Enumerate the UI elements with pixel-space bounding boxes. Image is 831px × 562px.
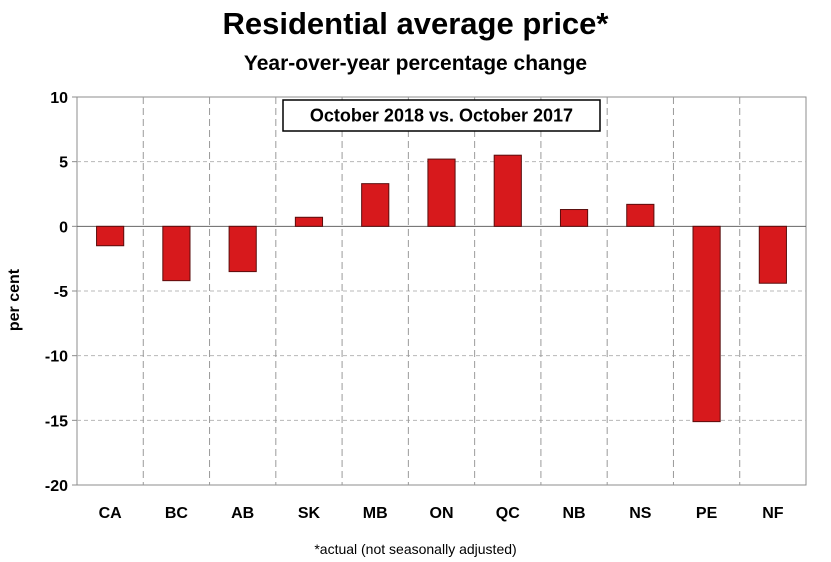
y-tick-label: 10 bbox=[50, 90, 68, 107]
chart-title: Residential average price* bbox=[222, 6, 609, 41]
x-tick-label: MB bbox=[363, 505, 388, 522]
y-tick-label: 5 bbox=[59, 155, 68, 172]
y-tick-label: -20 bbox=[45, 478, 68, 495]
x-tick-label: PE bbox=[696, 505, 718, 522]
annotation-text: October 2018 vs. October 2017 bbox=[310, 106, 573, 126]
bar-mb bbox=[361, 183, 390, 227]
x-tick-label: SK bbox=[298, 505, 321, 522]
bar-pe bbox=[692, 225, 721, 423]
x-tick-label: NS bbox=[629, 505, 652, 522]
x-tick-label: NB bbox=[562, 505, 585, 522]
x-tick-label: ON bbox=[430, 505, 454, 522]
bar-qc bbox=[493, 154, 522, 227]
bar-nf bbox=[758, 225, 787, 284]
bar-ns bbox=[626, 203, 655, 227]
bar-ab bbox=[228, 225, 257, 273]
y-tick-label: 0 bbox=[59, 219, 68, 236]
y-tick-label: -15 bbox=[45, 413, 68, 430]
y-tick-label: -10 bbox=[45, 349, 68, 366]
x-tick-label: NF bbox=[762, 505, 784, 522]
y-tick-label: -5 bbox=[54, 284, 68, 301]
bar-on bbox=[427, 158, 456, 227]
x-tick-label: QC bbox=[496, 505, 520, 522]
bar-sk bbox=[294, 216, 324, 227]
x-tick-label: AB bbox=[231, 505, 254, 522]
x-tick-label: BC bbox=[165, 505, 189, 522]
footnote: *actual (not seasonally adjusted) bbox=[314, 541, 517, 557]
x-tick-label: CA bbox=[99, 505, 123, 522]
annotation-box bbox=[282, 99, 601, 132]
bar-bc bbox=[162, 225, 191, 282]
comparison-annotation: October 2018 vs. October 2017 bbox=[282, 99, 601, 132]
bar-ca bbox=[96, 225, 125, 247]
chart-subtitle: Year-over-year percentage change bbox=[243, 52, 588, 75]
bar-nb bbox=[559, 209, 589, 227]
